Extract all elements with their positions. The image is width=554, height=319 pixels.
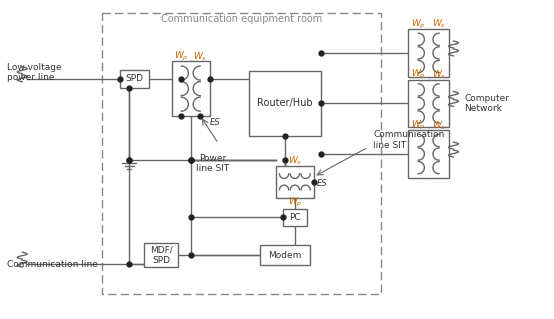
Text: $W_s$: $W_s$ [432,119,446,131]
Bar [283,209,307,226]
Text: Communication
line SIT: Communication line SIT [373,130,444,150]
Text: Router/Hub: Router/Hub [257,99,313,108]
Bar [120,70,148,88]
Bar [408,29,449,77]
Text: SPD: SPD [125,74,143,83]
Text: $W_s$: $W_s$ [193,50,207,63]
Text: ES: ES [209,118,220,127]
Bar [408,130,449,178]
Text: MDF/
SPD: MDF/ SPD [150,245,172,265]
Bar [101,13,381,294]
Text: $W_p$: $W_p$ [411,68,425,81]
Text: $W_p$: $W_p$ [411,18,425,31]
Text: $W_p$: $W_p$ [288,196,302,209]
Text: Power
line SIT: Power line SIT [196,153,229,173]
Text: Communication equipment room: Communication equipment room [161,14,322,24]
Text: PC: PC [289,213,301,222]
Bar [260,245,310,265]
Bar [172,61,209,116]
Text: $W_p$: $W_p$ [411,119,425,132]
Text: $W_s$: $W_s$ [288,155,302,167]
Bar [276,166,314,198]
Text: Low voltage
power line: Low voltage power line [7,63,62,83]
Bar [144,243,178,267]
Text: Communication line: Communication line [7,260,98,269]
Text: Computer
Network: Computer Network [464,94,509,113]
Bar [408,80,449,127]
Bar [249,71,321,136]
Text: Modem: Modem [268,251,301,260]
Text: $W_s$: $W_s$ [432,18,446,30]
Text: $W_p$: $W_p$ [174,50,189,63]
Text: $W_s$: $W_s$ [432,69,446,81]
Text: ES: ES [317,179,327,188]
